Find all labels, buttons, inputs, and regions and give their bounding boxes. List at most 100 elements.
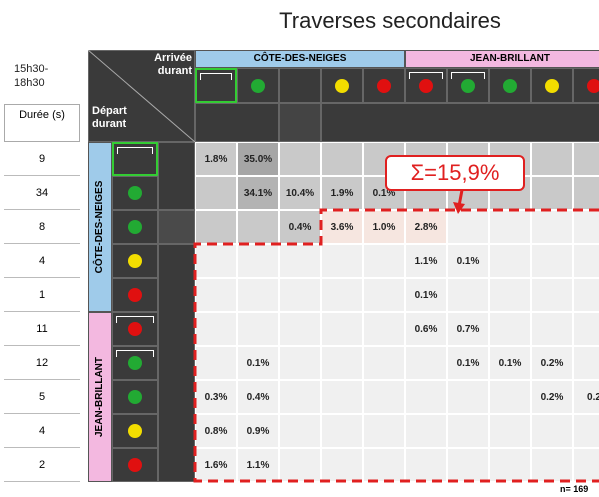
cell xyxy=(531,142,573,176)
group-header: CÔTE-DES-NEIGES xyxy=(195,50,405,68)
signal-icon xyxy=(112,244,158,278)
callout: Σ=15,9% xyxy=(385,155,525,191)
duration: 2 xyxy=(4,448,80,482)
cell xyxy=(447,278,489,312)
hand-col xyxy=(158,210,195,244)
cell xyxy=(195,176,237,210)
signal-icon xyxy=(279,68,321,103)
cell: 0.2% xyxy=(531,380,573,414)
signal-icon xyxy=(237,68,279,103)
cell: 0.4% xyxy=(237,380,279,414)
hand-header xyxy=(321,103,599,142)
cell xyxy=(531,244,573,278)
cell xyxy=(531,312,573,346)
cell: 0.1% xyxy=(237,346,279,380)
cell xyxy=(321,312,363,346)
cell xyxy=(321,448,363,482)
duration: 12 xyxy=(4,346,80,380)
cell xyxy=(195,244,237,278)
signal-light xyxy=(128,458,142,472)
cell xyxy=(447,414,489,448)
cell xyxy=(279,380,321,414)
cell xyxy=(573,278,599,312)
arrival-label: Arrivée durant xyxy=(154,52,192,77)
cell xyxy=(573,176,599,210)
cell xyxy=(321,244,363,278)
signal-light xyxy=(128,186,142,200)
cell xyxy=(531,414,573,448)
cell xyxy=(279,448,321,482)
cell xyxy=(363,312,405,346)
arrow-marks xyxy=(116,350,154,357)
signal-icon xyxy=(447,68,489,103)
hand-header xyxy=(279,103,321,142)
signal-icon xyxy=(573,68,599,103)
signal-icon xyxy=(112,210,158,244)
group-header: JEAN-BRILLANT xyxy=(405,50,599,68)
signal-light xyxy=(587,78,599,93)
duration: 4 xyxy=(4,414,80,448)
cell xyxy=(279,278,321,312)
cell xyxy=(531,176,573,210)
arrow-marks xyxy=(451,72,485,79)
cell: 0.1% xyxy=(489,346,531,380)
cell: 1.1% xyxy=(405,244,447,278)
cell xyxy=(405,448,447,482)
cell xyxy=(195,278,237,312)
duration: 5 xyxy=(4,380,80,414)
cell xyxy=(321,142,363,176)
cell xyxy=(489,380,531,414)
cell xyxy=(405,346,447,380)
cell xyxy=(573,414,599,448)
cell xyxy=(531,210,573,244)
cell: 3.6% xyxy=(321,210,363,244)
cell xyxy=(489,278,531,312)
signal-light xyxy=(461,78,475,93)
signal-icon xyxy=(112,312,158,346)
cell xyxy=(489,244,531,278)
cell: 1.8% xyxy=(195,142,237,176)
signal-icon xyxy=(405,68,447,103)
cell: 34.1% xyxy=(237,176,279,210)
group-row-label: JEAN-BRILLANT xyxy=(94,357,105,437)
cell xyxy=(405,380,447,414)
cell xyxy=(531,448,573,482)
cell xyxy=(489,414,531,448)
group-row-label: CÔTE-DES-NEIGES xyxy=(94,180,105,274)
cell: 0.1% xyxy=(447,244,489,278)
signal-light xyxy=(128,424,142,438)
cell: 35.0% xyxy=(237,142,279,176)
sample-size: n= 169 xyxy=(560,484,589,494)
cell xyxy=(363,278,405,312)
signal-icon xyxy=(112,414,158,448)
period: 15h30-18h30 xyxy=(14,63,49,89)
cell xyxy=(237,312,279,346)
cell xyxy=(363,346,405,380)
signal-light xyxy=(335,78,349,93)
hand-col xyxy=(158,244,195,482)
cell xyxy=(447,210,489,244)
arrow-marks xyxy=(117,147,153,154)
signal-icon xyxy=(112,346,158,380)
duration: 34 xyxy=(4,176,80,210)
pedestrian-header xyxy=(195,103,279,142)
cell: 2.8% xyxy=(405,210,447,244)
cell xyxy=(489,448,531,482)
group-strip xyxy=(88,312,112,482)
cell: 0.4% xyxy=(279,210,321,244)
cell xyxy=(447,380,489,414)
signal-icon xyxy=(195,68,237,103)
duration: 4 xyxy=(4,244,80,278)
signal-light xyxy=(545,78,559,93)
signal-light xyxy=(128,220,142,234)
cell: 0.1% xyxy=(447,346,489,380)
cell: 0.8% xyxy=(195,414,237,448)
cell xyxy=(573,346,599,380)
cell xyxy=(195,210,237,244)
duration: 11 xyxy=(4,312,80,346)
cell xyxy=(279,244,321,278)
cell: 0.2% xyxy=(531,346,573,380)
cell: 1.6% xyxy=(195,448,237,482)
cell xyxy=(531,278,573,312)
